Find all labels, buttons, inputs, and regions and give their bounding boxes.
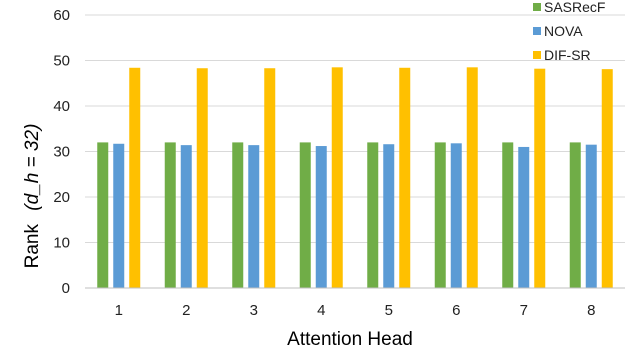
x-tick-label: 5	[385, 302, 393, 319]
bar	[331, 67, 343, 288]
bar	[383, 144, 395, 288]
bar	[534, 68, 546, 288]
bar	[450, 143, 462, 288]
y-tick-label: 0	[62, 280, 70, 297]
bar	[180, 145, 192, 288]
bar	[97, 142, 109, 288]
y-axis-title-math: (d_h = 32)	[22, 124, 43, 211]
bar	[518, 146, 530, 288]
y-tick-label: 10	[53, 235, 70, 252]
y-tick-label: 30	[53, 144, 70, 161]
x-tick-label: 6	[452, 302, 460, 319]
bar	[232, 142, 244, 288]
y-tick-label: 40	[53, 98, 70, 115]
y-tick-label: 60	[53, 7, 70, 24]
bar	[113, 143, 125, 288]
y-tick-labels: 0 10 20 30 40 50 60	[53, 7, 70, 297]
x-tick-label: 7	[520, 302, 528, 319]
bar	[434, 142, 446, 288]
bar	[129, 67, 141, 288]
bar	[164, 142, 176, 288]
bar	[466, 67, 478, 288]
x-tick-label: 2	[182, 302, 190, 319]
y-axis-title-word: Rank	[22, 224, 43, 269]
bar	[585, 144, 597, 288]
bar	[502, 142, 514, 288]
legend-label: DIF-SR	[544, 47, 591, 63]
bar	[196, 68, 208, 288]
legend-swatch	[533, 3, 541, 11]
x-tick-labels: 1 2 3 4 5 6 7 8	[115, 302, 596, 319]
bar	[399, 67, 411, 288]
legend-swatch	[533, 27, 541, 35]
x-tick-label: 8	[587, 302, 595, 319]
x-tick-label: 4	[317, 302, 325, 319]
bar	[248, 145, 260, 288]
legend: SASRecF NOVA DIF-SR	[533, 0, 605, 63]
bar	[601, 69, 613, 289]
y-axis-title: Rank (d_h = 32)	[22, 124, 43, 269]
legend-label: SASRecF	[544, 0, 605, 15]
x-axis-title: Attention Head	[287, 329, 413, 350]
y-tick-label: 20	[53, 189, 70, 206]
bar	[299, 142, 311, 288]
bar	[315, 146, 327, 288]
bar	[367, 142, 379, 288]
bars	[97, 67, 613, 289]
y-tick-label: 50	[53, 53, 70, 70]
x-tick-label: 1	[115, 302, 123, 319]
x-tick-label: 3	[250, 302, 258, 319]
bar	[569, 142, 581, 288]
bar	[264, 68, 276, 288]
legend-label: NOVA	[544, 23, 583, 39]
legend-swatch	[533, 51, 541, 59]
